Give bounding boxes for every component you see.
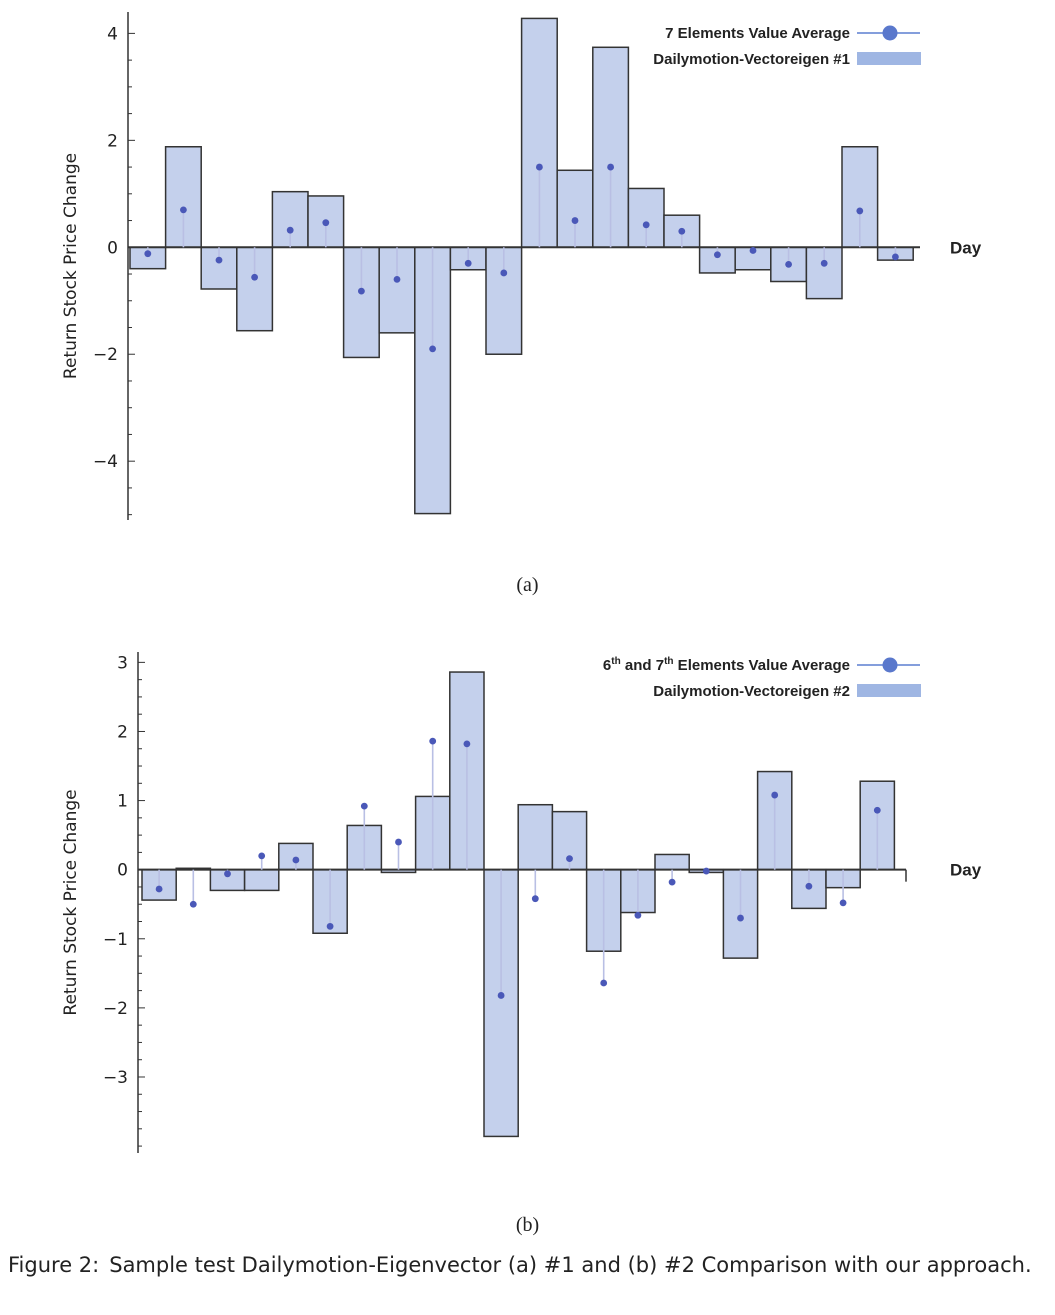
stem-point (607, 163, 614, 171)
y-tick-label: −1 (103, 930, 128, 950)
stem-point (360, 802, 368, 810)
stem-point (215, 256, 223, 264)
y-tick-label: −2 (93, 345, 118, 365)
caption-body: Sample test Dailymotion-Eigenvector (a) … (109, 1253, 1032, 1277)
bar (278, 842, 314, 871)
stem-point (714, 251, 721, 259)
y-tick-label: 1 (117, 792, 128, 812)
stem-point (531, 895, 539, 903)
legend-marker-swatch (882, 25, 898, 41)
legend-line-label: 7 Elements Value Average (665, 25, 850, 42)
stem-point (251, 273, 258, 281)
stem-point (839, 899, 847, 907)
stem-point (155, 885, 163, 893)
stem-point (292, 856, 300, 864)
legend-marker-swatch (882, 657, 898, 673)
y-tick-label: −4 (93, 452, 118, 472)
stem-point (286, 226, 294, 234)
y-tick-label: 4 (107, 24, 118, 44)
stem-point (464, 259, 472, 267)
stem-point (737, 914, 744, 922)
x-axis-label: Day (950, 861, 982, 880)
caption-lead: Figure 2: (8, 1253, 100, 1277)
bar (243, 868, 280, 892)
stem-point (856, 207, 864, 215)
stem-point (258, 852, 266, 860)
y-axis-label: Return Stock Price Change (61, 789, 81, 1015)
stem-point (536, 163, 543, 171)
y-tick-label: −2 (103, 999, 128, 1019)
chart-a: 4 2 0 −2 −4 Return Stock Price Change Day 7 Ele… (61, 12, 982, 520)
legend-line-label: 6th and 7th Elements Value Average (603, 656, 850, 674)
stem-point (322, 219, 330, 227)
figure-caption: Figure 2: Sample test Dailymotion-Eigenv… (8, 1250, 1043, 1280)
panel-label-b: (b) (515, 1214, 540, 1236)
stem-point (668, 878, 676, 886)
stem-point (393, 275, 401, 283)
stem-point (566, 855, 573, 863)
legend-bar-label: Dailymotion-Vectoreigen #1 (653, 51, 850, 68)
stem-point (571, 217, 579, 224)
y-axis-label: Return Stock Price Change (61, 153, 81, 379)
stem-point (500, 269, 508, 277)
stem-point (892, 253, 899, 261)
stem-point (497, 992, 505, 999)
stem-point (678, 227, 686, 235)
bar (378, 246, 416, 334)
stem-point (785, 260, 792, 268)
panel-label-a: (a) (516, 574, 539, 596)
stem-point (429, 737, 437, 745)
stem-point (358, 287, 365, 295)
legend-bar-swatch (857, 684, 921, 697)
stem-point (702, 867, 710, 875)
chart-b: 3 2 1 0 −1 −2 −3 Return Stock Price Change Day 6t… (61, 652, 982, 1153)
stem-point (224, 870, 231, 878)
stem-point (180, 206, 187, 214)
stem-point (873, 806, 881, 814)
x-axis-label: Day (950, 238, 982, 257)
stem-point (634, 911, 642, 919)
stem-point (600, 979, 608, 987)
stem-point (395, 838, 402, 846)
y-tick-label: 0 (107, 238, 118, 258)
y-tick-label: 0 (117, 861, 128, 881)
stem-point (805, 882, 813, 890)
bar (654, 853, 690, 871)
bar (517, 803, 554, 871)
stem-point (326, 922, 334, 930)
stem-point (144, 250, 152, 258)
stem-point (749, 247, 757, 254)
stem-point (429, 345, 436, 353)
y-tick-label: 2 (107, 131, 118, 151)
stem-point (771, 791, 779, 799)
stem-point (189, 900, 197, 908)
stem-point (642, 221, 650, 229)
y-tick-label: 3 (117, 653, 128, 673)
y-tick-label: 2 (117, 722, 128, 742)
legend-bar-swatch (857, 52, 921, 65)
y-tick-label: −3 (103, 1068, 128, 1088)
stem-point (820, 259, 828, 267)
stem-point (463, 740, 471, 748)
legend-bar-label: Dailymotion-Vectoreigen #2 (653, 683, 850, 700)
